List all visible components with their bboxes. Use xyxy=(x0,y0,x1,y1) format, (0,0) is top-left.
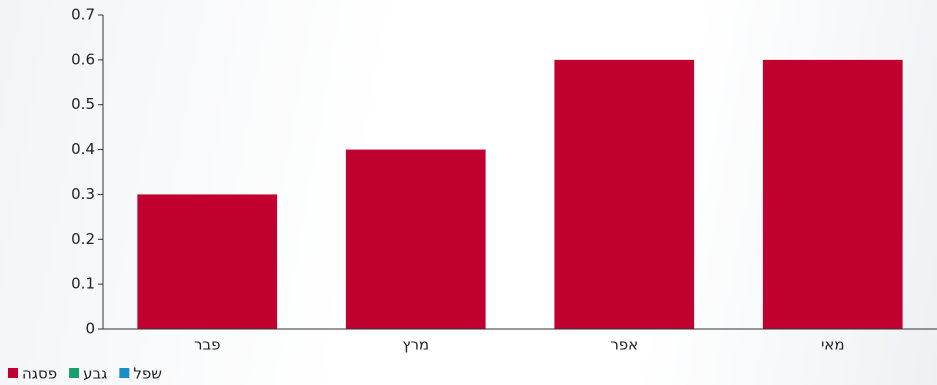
legend-label: שפל xyxy=(133,365,162,383)
legend-swatch xyxy=(69,368,80,378)
bar xyxy=(554,59,695,329)
x-tick-label: מאי xyxy=(821,336,845,354)
legend-swatch xyxy=(119,368,130,378)
bar xyxy=(345,149,486,329)
x-tick-label: מרץ xyxy=(402,336,429,354)
legend-swatch xyxy=(8,368,18,378)
y-tick-label: 0.6 xyxy=(71,50,95,68)
y-tick-label: 0.7 xyxy=(71,6,95,24)
y-tick-label: 0.4 xyxy=(71,140,95,158)
y-tick-label: 0.5 xyxy=(71,95,95,113)
y-tick-label: 0.2 xyxy=(71,230,95,248)
y-tick-label: 0 xyxy=(85,320,95,338)
bar xyxy=(137,194,278,329)
y-tick-label: 0.3 xyxy=(71,185,95,203)
y-tick-label: 0.1 xyxy=(71,275,95,293)
x-tick-label: אפר xyxy=(610,336,638,354)
legend-label: פסגה xyxy=(22,365,57,383)
x-tick-label: פבר xyxy=(194,336,221,354)
bar xyxy=(762,59,903,329)
legend-label: גבע xyxy=(83,365,107,383)
